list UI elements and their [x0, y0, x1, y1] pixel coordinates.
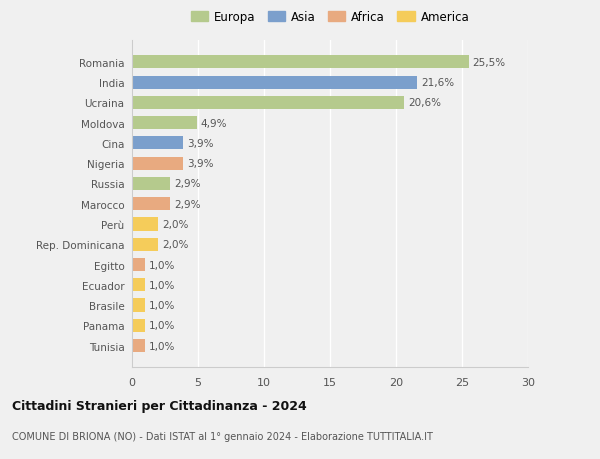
Text: 1,0%: 1,0% [149, 341, 176, 351]
Bar [132, 258, 145, 271]
Bar [132, 96, 404, 110]
Bar [132, 76, 417, 90]
Bar [132, 299, 145, 312]
Text: 20,6%: 20,6% [408, 98, 441, 108]
Text: 1,0%: 1,0% [149, 280, 176, 290]
Bar [132, 319, 145, 332]
Text: 1,0%: 1,0% [149, 260, 176, 270]
Bar [132, 137, 184, 150]
Bar [132, 198, 170, 211]
Legend: Europa, Asia, Africa, America: Europa, Asia, Africa, America [186, 6, 474, 29]
Text: 21,6%: 21,6% [421, 78, 454, 88]
Bar [132, 56, 469, 69]
Bar [132, 238, 158, 251]
Text: 2,9%: 2,9% [174, 179, 201, 189]
Text: 3,9%: 3,9% [187, 139, 214, 149]
Text: 1,0%: 1,0% [149, 320, 176, 330]
Text: 3,9%: 3,9% [187, 159, 214, 169]
Bar [132, 279, 145, 292]
Text: 2,9%: 2,9% [174, 199, 201, 209]
Bar [132, 218, 158, 231]
Text: 2,0%: 2,0% [163, 219, 189, 230]
Bar [132, 117, 197, 130]
Bar [132, 178, 170, 190]
Text: 1,0%: 1,0% [149, 300, 176, 310]
Text: 4,9%: 4,9% [200, 118, 227, 129]
Text: 2,0%: 2,0% [163, 240, 189, 250]
Text: 25,5%: 25,5% [473, 58, 506, 67]
Text: COMUNE DI BRIONA (NO) - Dati ISTAT al 1° gennaio 2024 - Elaborazione TUTTITALIA.: COMUNE DI BRIONA (NO) - Dati ISTAT al 1°… [12, 431, 433, 442]
Bar [132, 339, 145, 353]
Bar [132, 157, 184, 170]
Text: Cittadini Stranieri per Cittadinanza - 2024: Cittadini Stranieri per Cittadinanza - 2… [12, 399, 307, 412]
